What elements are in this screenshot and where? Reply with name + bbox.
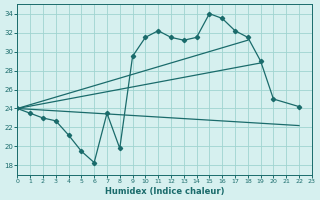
X-axis label: Humidex (Indice chaleur): Humidex (Indice chaleur) xyxy=(105,187,224,196)
